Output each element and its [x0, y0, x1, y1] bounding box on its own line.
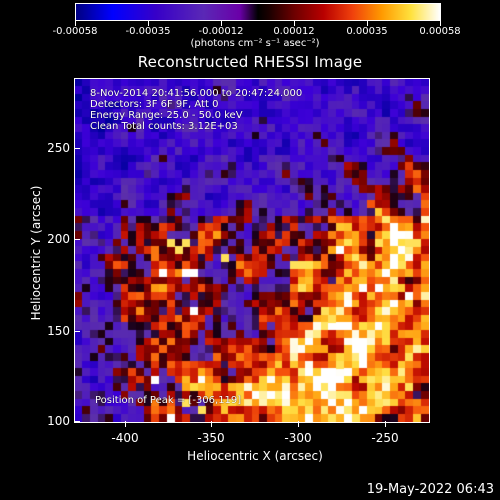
x-axis-tick	[298, 421, 299, 427]
x-axis-tick	[385, 421, 386, 427]
heatmap-canvas	[75, 79, 429, 422]
colorbar-label: 0.00035	[346, 26, 388, 37]
y-axis-tick	[74, 421, 80, 422]
x-axis-tick	[125, 421, 126, 427]
render-timestamp: 19-May-2022 06:43	[366, 482, 494, 497]
peak-position: Position of Peak = [-306,119]	[95, 395, 242, 406]
y-axis-label: 100	[47, 414, 70, 428]
x-axis-tick	[211, 421, 212, 427]
colorbar-units: (photons cm⁻² s⁻¹ asec⁻²)	[190, 38, 320, 49]
x-axis-label: -350	[197, 431, 225, 445]
colorbar-label: -0.00035	[125, 26, 171, 37]
clean-info: Clean Total counts: 3.12E+03	[90, 121, 238, 132]
x-axis-label: -400	[111, 431, 139, 445]
colorbar-label: -0.00012	[198, 26, 244, 37]
y-axis-tick	[74, 148, 80, 149]
x-axis-label: -300	[284, 431, 312, 445]
y-axis-title: Heliocentric Y (arcsec)	[29, 185, 43, 321]
y-axis-tick	[74, 239, 80, 240]
energy-range-info: Energy Range: 25.0 - 50.0 keV	[90, 110, 243, 121]
x-axis-label: -250	[371, 431, 399, 445]
y-axis-label: 200	[47, 232, 70, 246]
observation-time: 8-Nov-2014 20:41:56.000 to 20:47:24.000	[90, 88, 303, 99]
colorbar-tick	[367, 21, 368, 26]
colorbar	[75, 3, 441, 21]
y-axis-label: 150	[47, 324, 70, 338]
y-axis-label: 250	[47, 141, 70, 155]
colorbar-gradient	[76, 4, 440, 20]
colorbar-tick	[148, 21, 149, 26]
colorbar-tick	[221, 21, 222, 26]
reconstructed-image: 8-Nov-2014 20:41:56.000 to 20:47:24.000 …	[74, 78, 430, 423]
colorbar-label: 0.00012	[273, 26, 315, 37]
colorbar-label: -0.00058	[52, 26, 98, 37]
detectors-info: Detectors: 3F 6F 9F, Att 0	[90, 99, 219, 110]
image-title: Reconstructed RHESSI Image	[137, 53, 363, 71]
colorbar-tick	[75, 21, 76, 26]
colorbar-tick	[440, 21, 441, 26]
x-axis-title: Heliocentric X (arcsec)	[187, 449, 323, 463]
colorbar-tick	[294, 21, 295, 26]
y-axis-tick	[74, 331, 80, 332]
colorbar-label: 0.00058	[419, 26, 461, 37]
